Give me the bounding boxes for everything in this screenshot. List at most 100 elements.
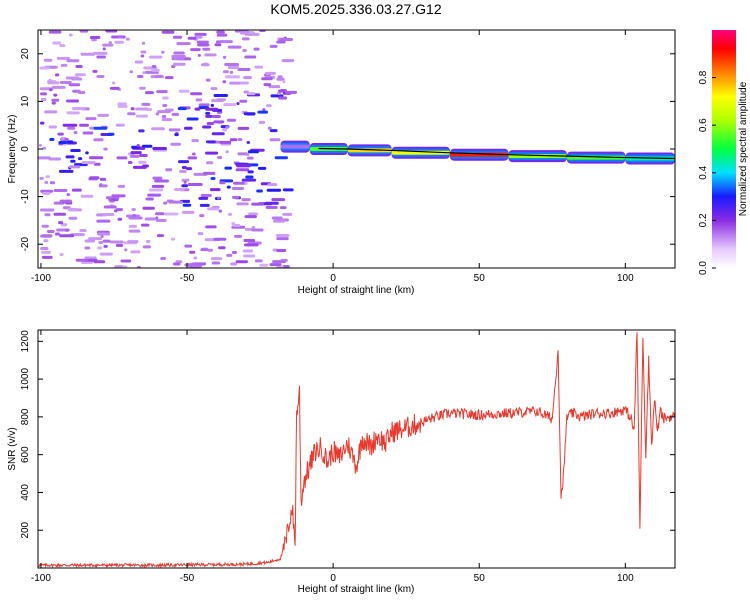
spectrogram-noise-cell <box>222 70 229 74</box>
spectrogram-noise-cell <box>145 197 154 201</box>
spectrogram-noise-cell <box>117 104 128 108</box>
spectrogram-noise-cell <box>246 140 251 144</box>
spectrogram-noise-cell <box>269 129 278 133</box>
spectrogram-noise-cell <box>156 90 168 94</box>
spectrogram-noise-cell <box>271 216 283 220</box>
colorbar-ticks: 0.0 0.2 0.4 0.6 0.8 <box>698 70 716 275</box>
spectrogram-noise-cell <box>155 218 167 222</box>
y-tick-label: 200 <box>20 521 31 538</box>
y-tick-label: 1200 <box>20 330 31 353</box>
spectrogram-noise-cell <box>131 208 136 212</box>
spectrogram-noise-cell <box>160 257 167 261</box>
spectrogram-noise-cell <box>205 111 211 115</box>
spectrogram-noise-cell <box>97 232 111 236</box>
spectrogram-noise-cell <box>198 196 209 200</box>
spectrogram-noise-cell <box>219 140 232 144</box>
spectrogram-noise-cell <box>170 237 176 241</box>
spectrogram-noise-cell <box>128 224 138 228</box>
spectrogram-noise-cell <box>130 250 141 254</box>
x-tick-label: 100 <box>617 573 634 584</box>
spectrogram-noise-cell <box>259 263 269 267</box>
spectrogram-noise-cell <box>96 74 105 78</box>
spectrogram-noise-cell <box>171 57 185 61</box>
spectrogram-noise-cell <box>254 65 264 69</box>
spectrogram-noise-cell <box>216 155 223 159</box>
spectrogram-noise-cell <box>189 250 196 254</box>
spectrogram-noise-cell <box>135 114 148 118</box>
spectrogram-noise-cell <box>155 216 159 220</box>
spectrogram-noise-cell <box>43 239 49 243</box>
spectrogram-noise-cell <box>218 246 226 250</box>
spectrogram-noise-cell <box>181 166 187 170</box>
spectrogram-noise-cell <box>277 75 283 79</box>
spectrogram-noise-cell <box>141 41 146 45</box>
spectrogram-noise-cell <box>136 143 140 147</box>
spectrogram-noise-cell <box>59 199 73 203</box>
spectrogram-noise-cell <box>45 175 50 179</box>
spectrogram-noise-cell <box>198 103 210 107</box>
spectrogram-noise-cell <box>100 234 104 238</box>
spectrogram-noise-cell <box>140 54 145 58</box>
spectrogram-noise-cell <box>226 253 233 257</box>
spectrogram-noise-cell <box>223 103 236 107</box>
spectrogram-noise-cell <box>199 203 210 207</box>
spectrogram-noise-cell <box>59 253 64 257</box>
spectrogram-noise-cell <box>246 156 254 160</box>
spectrogram-noise-cell <box>38 143 42 147</box>
spectrogram-noise-cell <box>276 248 287 252</box>
spectrogram-noise-cell <box>108 41 112 45</box>
snr-series-line <box>38 332 675 568</box>
spectrogram-noise-cell <box>97 113 109 117</box>
spectrogram-noise-cell <box>236 164 251 168</box>
colorbar-tick-label: 0.8 <box>698 70 709 84</box>
spectrogram-noise-cell <box>177 107 187 111</box>
spectrogram-noise-cell <box>125 37 130 41</box>
spectrogram-noise-cell <box>219 40 233 44</box>
spectrogram-noise-cell <box>205 225 217 229</box>
spectrogram-noise-cell <box>215 40 221 44</box>
spectrogram-noise-cell <box>209 188 221 192</box>
spectrogram-noise-cell <box>49 88 53 92</box>
spectrogram-noise-cell <box>216 196 221 200</box>
spectrogram-noise-cell <box>211 132 225 136</box>
spectrogram-noise-cell <box>132 165 147 169</box>
spectrogram-noise-cell <box>49 181 55 185</box>
spectrogram-noise-cell <box>53 188 68 192</box>
spectrogram-noise-cell <box>183 180 187 184</box>
spectrogram-noise-cell <box>41 255 53 259</box>
spectrogram-noise-cell <box>241 178 257 182</box>
spectrogram-noise-cell <box>197 53 201 57</box>
spectrogram-noise-cell <box>165 168 173 172</box>
spectrogram-noise-cell <box>48 125 58 129</box>
spectrogram-noise-cell <box>141 223 150 227</box>
spectrogram-noise-cell <box>235 260 248 264</box>
spectrogram-noise-cell <box>181 178 190 182</box>
spectrogram-noise-cell <box>68 83 81 87</box>
spectrogram-noise-cell <box>137 74 144 78</box>
spectrogram-noise-cell <box>60 223 68 227</box>
spectrogram-noise-cell <box>245 152 250 156</box>
spectrogram-noise-cell <box>205 107 219 111</box>
spectrogram-noise-cell <box>242 249 254 253</box>
spectrogram-noise-cell <box>173 51 185 55</box>
spectrogram-noise-cell <box>276 40 286 44</box>
spectrogram-noise-cell <box>186 167 193 171</box>
spectrogram-noise-cell <box>273 219 285 223</box>
spectrogram-noise-cell <box>207 248 213 252</box>
spectrogram-noise-cell <box>127 112 136 116</box>
spectrogram-noise-cell <box>171 54 186 58</box>
spectrogram-noise-cell <box>66 193 71 197</box>
spectrogram-noise-cell <box>49 138 55 142</box>
spectrogram-noise-cell <box>132 214 137 218</box>
spectrogram-noise-cell <box>70 159 76 163</box>
spectrogram-noise-cell <box>187 36 197 40</box>
spectrogram-noise-cell <box>242 48 247 52</box>
spectrogram-noise-cell <box>244 243 259 247</box>
spectrogram-noise-cell <box>77 157 83 161</box>
spectrogram-noise-cell <box>115 208 123 212</box>
spectrogram-noise-cell <box>155 112 160 116</box>
spectrogram-noise-cell <box>272 248 278 252</box>
spectrogram-noise-cell <box>44 213 51 217</box>
spectrogram-noise-cell <box>187 183 203 187</box>
spectrogram-noise-cell <box>200 193 212 197</box>
